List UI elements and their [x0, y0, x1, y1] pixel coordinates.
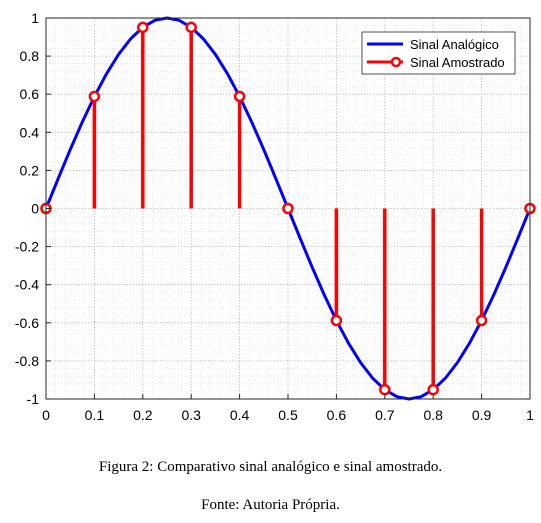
x-tick-label: 0.5: [278, 407, 298, 423]
stem-marker: [233, 90, 246, 103]
legend: Sinal Analógico Sinal Amostrado: [361, 31, 516, 75]
stem-marker: [427, 383, 439, 396]
x-tick-label: 0.9: [472, 407, 492, 423]
y-tick-label: -0.4: [15, 277, 39, 293]
y-tick-label: 0.6: [20, 86, 40, 102]
stem-marker: [282, 202, 294, 215]
x-tick-labels: 0 0.1 0.2 0.3 0.4 0.5 0.6 0.7 0.8 0.9 1: [42, 407, 534, 423]
stem-marker: [379, 383, 391, 396]
stem-marker: [137, 21, 149, 34]
y-tick-label: 0.8: [20, 48, 40, 64]
x-tick-label: 0.7: [375, 407, 395, 423]
y-tick-label: -0.6: [15, 315, 39, 331]
y-tick-label: 1: [31, 10, 39, 26]
y-tick-label: 0.4: [20, 124, 40, 140]
stem-marker: [88, 90, 101, 103]
y-tick-label: -0.2: [15, 239, 39, 255]
legend-label-analog: Sinal Analógico: [410, 37, 499, 52]
x-tick-label: 0.6: [327, 407, 347, 423]
x-tick-label: 0.1: [85, 407, 105, 423]
x-tick-label: 1: [526, 407, 534, 423]
stem-marker: [185, 21, 197, 34]
x-tick-label: 0.2: [133, 407, 153, 423]
x-tick-label: 0.3: [181, 407, 201, 423]
figure-caption: Figura 2: Comparativo sinal analógico e …: [98, 459, 443, 475]
legend-marker-sampled: [390, 56, 402, 68]
legend-label-sampled: Sinal Amostrado: [410, 55, 505, 70]
y-tick-label: -1: [27, 391, 40, 407]
x-tick-label: 0: [42, 407, 50, 423]
stem-marker: [475, 314, 488, 327]
y-tick-label: -0.8: [15, 353, 39, 369]
tick-marks: [45, 17, 531, 400]
stem-marker: [330, 314, 343, 327]
x-tick-label: 0.4: [230, 407, 250, 423]
chart: 0 0.1 0.2 0.3 0.4 0.5 0.6 0.7 0.8 0.9 1 -1 -0.8 -0.6…: [15, 10, 536, 423]
legend-box: [361, 31, 516, 75]
x-tick-label: 0.8: [423, 407, 443, 423]
y-tick-label: 0.2: [20, 162, 40, 178]
y-tick-labels: -1 -0.8 -0.6 -0.4 -0.2 0 0.2 0.4 0.6 0.8 1: [15, 10, 39, 407]
figure-source: Fonte: Autoria Própria.: [201, 497, 340, 513]
y-tick-label: 0: [31, 201, 39, 217]
